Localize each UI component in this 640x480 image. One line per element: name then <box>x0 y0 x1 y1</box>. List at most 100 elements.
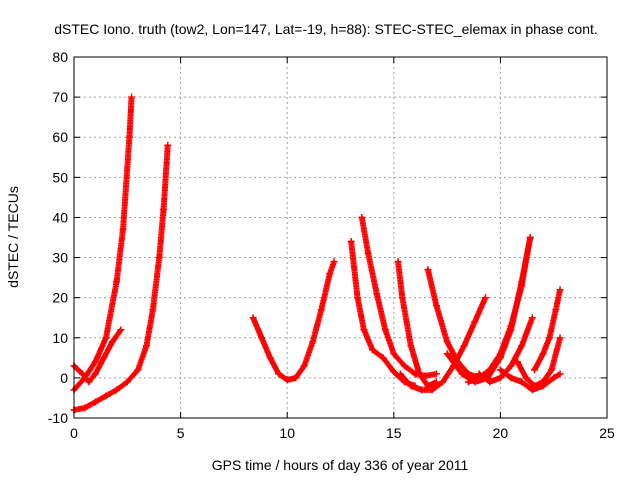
data-point <box>475 370 483 378</box>
x-tick-label: 20 <box>493 425 509 441</box>
data-point <box>550 374 558 382</box>
data-point <box>464 378 472 386</box>
data-point <box>142 342 150 350</box>
data-point <box>394 258 402 266</box>
data-point <box>507 374 515 382</box>
series-marks <box>71 95 135 393</box>
data-point <box>317 306 325 314</box>
y-tick-label: 20 <box>52 290 68 306</box>
data-point <box>486 366 494 374</box>
data-point <box>330 258 338 266</box>
data-point <box>91 398 99 406</box>
data-point <box>415 370 423 378</box>
x-axis-label: GPS time / hours of day 336 of year 2011 <box>212 457 469 473</box>
series-1 <box>70 93 136 394</box>
data-point <box>443 350 451 358</box>
data-point <box>300 362 308 370</box>
data-point <box>518 378 526 386</box>
data-point <box>522 374 530 382</box>
data-point <box>486 378 494 386</box>
data-point <box>164 141 172 149</box>
series-4 <box>249 258 338 384</box>
data-point <box>134 366 142 374</box>
x-tick-label: 5 <box>177 425 185 441</box>
data-point <box>108 338 116 346</box>
data-points <box>70 93 564 414</box>
x-tick-label: 15 <box>386 425 402 441</box>
data-point <box>149 306 157 314</box>
y-tick-label: 50 <box>52 169 68 185</box>
data-point <box>373 290 381 298</box>
data-point <box>418 386 426 394</box>
y-tick-label: -10 <box>48 410 68 426</box>
series-9 <box>396 294 489 394</box>
y-tick-label: 0 <box>60 370 68 386</box>
data-point <box>379 354 387 362</box>
y-axis-label: dSTEC / TECUs <box>5 186 21 288</box>
data-point <box>528 314 536 322</box>
y-tick-label: 40 <box>52 209 68 225</box>
series-2 <box>70 326 125 386</box>
y-tick-label: 30 <box>52 250 68 266</box>
data-point <box>102 392 110 400</box>
data-point <box>381 326 389 334</box>
data-point <box>102 334 110 342</box>
data-point <box>471 318 479 326</box>
data-point <box>91 358 99 366</box>
data-point <box>481 294 489 302</box>
data-point <box>309 338 317 346</box>
data-point <box>266 354 274 362</box>
series-marks <box>358 214 438 379</box>
data-point <box>117 326 125 334</box>
data-point <box>390 368 398 376</box>
data-point <box>552 306 560 314</box>
series-14 <box>513 334 564 390</box>
data-point <box>507 322 515 330</box>
data-point <box>292 374 300 382</box>
data-point <box>518 342 526 350</box>
data-point <box>81 404 89 412</box>
x-tick-label: 10 <box>279 425 295 441</box>
data-point <box>407 342 415 350</box>
data-point <box>548 366 556 374</box>
y-tick-label: 60 <box>52 129 68 145</box>
series-7 <box>394 258 440 390</box>
data-point <box>160 205 168 213</box>
x-tick-label: 0 <box>70 425 78 441</box>
series-13 <box>496 366 564 394</box>
data-point <box>258 334 266 342</box>
data-point <box>347 238 355 246</box>
data-point <box>432 302 440 310</box>
grid <box>74 57 607 418</box>
data-point <box>528 386 536 394</box>
data-point <box>556 370 564 378</box>
data-point <box>91 370 99 378</box>
chart-title: dSTEC Iono. truth (tow2, Lon=147, Lat=-1… <box>54 21 598 37</box>
data-point <box>507 362 515 370</box>
data-point <box>496 350 504 358</box>
data-point <box>85 378 93 386</box>
data-point <box>119 225 127 233</box>
data-point <box>545 334 553 342</box>
data-point <box>407 382 415 390</box>
data-point <box>283 376 291 384</box>
data-point <box>531 382 539 390</box>
data-point <box>428 386 436 394</box>
series-5 <box>347 238 419 390</box>
x-tick-label: 25 <box>599 425 615 441</box>
data-point <box>390 350 398 358</box>
data-point <box>354 294 362 302</box>
data-point <box>539 350 547 358</box>
data-point <box>526 234 534 241</box>
series-marks <box>531 288 563 373</box>
data-point <box>458 370 466 378</box>
series-marks <box>250 260 337 383</box>
data-point <box>364 250 372 258</box>
data-point <box>79 370 87 378</box>
data-point <box>100 354 108 362</box>
data-point <box>400 362 408 370</box>
data-point <box>432 370 440 378</box>
data-point <box>460 342 468 350</box>
